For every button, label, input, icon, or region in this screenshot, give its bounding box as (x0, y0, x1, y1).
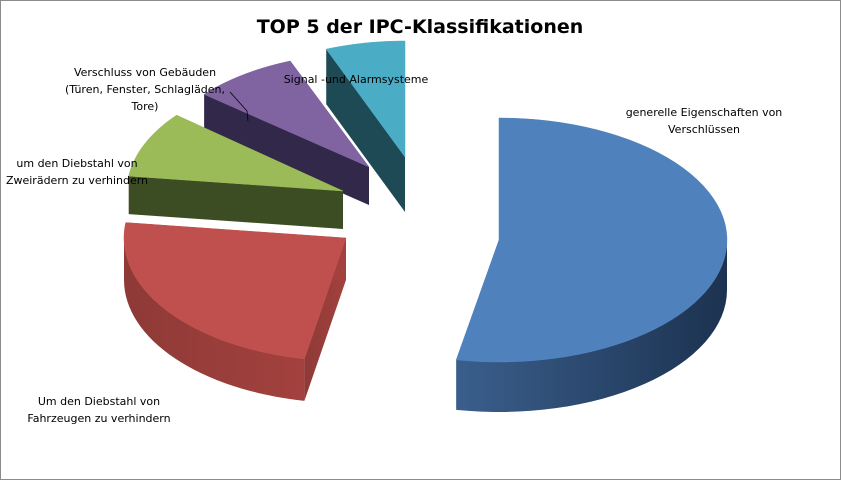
slice-label-line: Verschluss von Gebäuden (74, 66, 216, 79)
slice-label-line: Tore) (131, 100, 159, 113)
slice-label-5: Signal -und Alarmsysteme (284, 73, 429, 86)
pie-slice-top (123, 222, 347, 360)
slice-label-line: (Türen, Fenster, Schlagläden, (65, 83, 225, 96)
pie-slice-wall (204, 94, 369, 205)
label-leader-line (229, 91, 249, 122)
slice-label-1: generelle Eigenschaften von Verschlüssen (626, 106, 783, 136)
slice-label-line: Fahrzeugen zu verhindern (27, 412, 170, 425)
pie-slice-5 (325, 40, 406, 212)
chart-title: TOP 5 der IPC-Klassifikationen (257, 16, 584, 38)
pie-slice-1 (455, 117, 728, 412)
pie-slice-top (203, 60, 370, 168)
pie-slice-top (455, 117, 728, 363)
slice-label-4: Verschluss von Gebäuden (Türen, Fenster, … (65, 66, 225, 113)
pie-slice-4 (203, 60, 370, 206)
slice-label-line: Zweirädern zu verhindern (6, 174, 148, 187)
pie-slice-side (456, 240, 727, 412)
pie-slice-top (325, 40, 406, 158)
pie-slice-top (128, 114, 344, 192)
slice-label-line: Signal -und Alarmsysteme (284, 73, 429, 86)
slice-label-3: um den Diebstahl von Zweirädern zu verhin… (6, 157, 148, 187)
slice-label-line: generelle Eigenschaften von (626, 106, 783, 119)
slice-label-line: Um den Diebstahl von (38, 395, 160, 408)
pie-slice-3 (128, 114, 344, 229)
pie-slice-side (124, 238, 305, 401)
slice-label-line: um den Diebstahl von (16, 157, 137, 170)
slice-label-line: Verschlüssen (668, 123, 740, 136)
slice-label-2: Um den Diebstahl von Fahrzeugen zu verhin… (27, 395, 170, 425)
pie-slice-wall (326, 49, 405, 212)
pie-slice-2 (123, 222, 347, 401)
